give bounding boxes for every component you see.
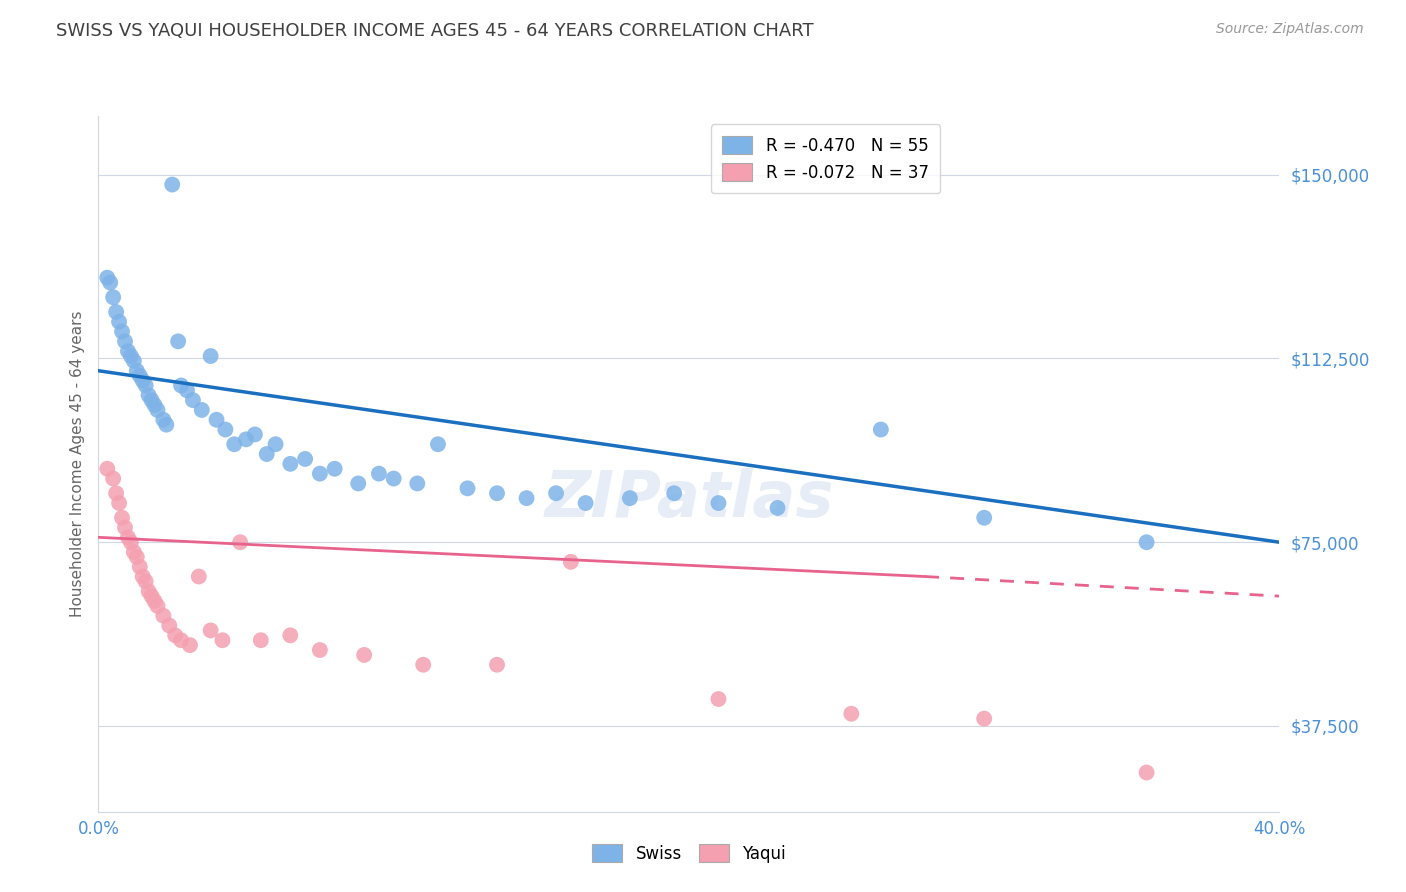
Point	[205, 413, 228, 427]
Point	[111, 510, 134, 524]
Point	[152, 413, 174, 427]
Point	[146, 403, 169, 417]
Point	[108, 315, 131, 329]
Point	[486, 657, 509, 672]
Point	[114, 520, 136, 534]
Point	[406, 476, 429, 491]
Point	[1135, 535, 1157, 549]
Point	[309, 643, 332, 657]
Point	[157, 618, 180, 632]
Point	[412, 657, 434, 672]
Point	[125, 364, 148, 378]
Point	[96, 270, 118, 285]
Point	[347, 476, 370, 491]
Point	[456, 481, 478, 495]
Point	[264, 437, 287, 451]
Point	[766, 500, 789, 515]
Point	[869, 423, 891, 437]
Point	[323, 461, 346, 475]
Point	[138, 584, 160, 599]
Point	[574, 496, 596, 510]
Point	[560, 555, 582, 569]
Point	[117, 530, 139, 544]
Point	[98, 276, 121, 290]
Point	[122, 354, 145, 368]
Point	[132, 569, 155, 583]
Text: Source: ZipAtlas.com: Source: ZipAtlas.com	[1216, 22, 1364, 37]
Point	[187, 569, 209, 583]
Point	[155, 417, 177, 432]
Legend: Swiss, Yaqui: Swiss, Yaqui	[582, 834, 796, 873]
Point	[191, 403, 214, 417]
Point	[546, 486, 568, 500]
Point	[179, 638, 201, 652]
Point	[162, 178, 183, 192]
Point	[165, 628, 187, 642]
Point	[120, 349, 142, 363]
Point	[214, 423, 236, 437]
Point	[224, 437, 246, 451]
Point	[105, 305, 128, 319]
Point	[353, 648, 375, 662]
Point	[309, 467, 332, 481]
Point	[111, 325, 134, 339]
Point	[619, 491, 641, 505]
Point	[368, 467, 391, 481]
Point	[143, 594, 166, 608]
Point	[256, 447, 278, 461]
Point	[105, 486, 128, 500]
Point	[143, 398, 166, 412]
Point	[103, 290, 125, 304]
Point	[170, 378, 193, 392]
Point	[229, 535, 252, 549]
Point	[235, 433, 257, 447]
Point	[278, 457, 302, 471]
Point	[707, 496, 730, 510]
Point	[132, 374, 155, 388]
Point	[200, 624, 222, 638]
Point	[427, 437, 450, 451]
Point	[973, 510, 995, 524]
Point	[278, 628, 302, 642]
Point	[128, 559, 150, 574]
Point	[664, 486, 686, 500]
Point	[135, 378, 157, 392]
Point	[181, 393, 204, 408]
Point	[125, 549, 148, 564]
Point	[841, 706, 863, 721]
Point	[141, 589, 163, 603]
Point	[138, 388, 160, 402]
Point	[973, 712, 995, 726]
Point	[146, 599, 169, 613]
Point	[211, 633, 233, 648]
Point	[117, 344, 139, 359]
Point	[108, 496, 131, 510]
Text: ZIPatlas: ZIPatlas	[544, 467, 834, 530]
Point	[176, 384, 198, 398]
Point	[96, 461, 118, 475]
Point	[1135, 765, 1157, 780]
Point	[294, 452, 316, 467]
Point	[128, 368, 150, 383]
Point	[515, 491, 537, 505]
Point	[152, 608, 174, 623]
Point	[122, 545, 145, 559]
Text: SWISS VS YAQUI HOUSEHOLDER INCOME AGES 45 - 64 YEARS CORRELATION CHART: SWISS VS YAQUI HOUSEHOLDER INCOME AGES 4…	[56, 22, 814, 40]
Point	[170, 633, 193, 648]
Point	[243, 427, 266, 442]
Point	[200, 349, 222, 363]
Point	[135, 574, 157, 589]
Point	[114, 334, 136, 349]
Y-axis label: Householder Income Ages 45 - 64 years: Householder Income Ages 45 - 64 years	[69, 310, 84, 617]
Point	[141, 393, 163, 408]
Point	[120, 535, 142, 549]
Point	[250, 633, 273, 648]
Point	[486, 486, 509, 500]
Point	[707, 692, 730, 706]
Point	[167, 334, 190, 349]
Point	[382, 471, 405, 485]
Point	[103, 471, 125, 485]
